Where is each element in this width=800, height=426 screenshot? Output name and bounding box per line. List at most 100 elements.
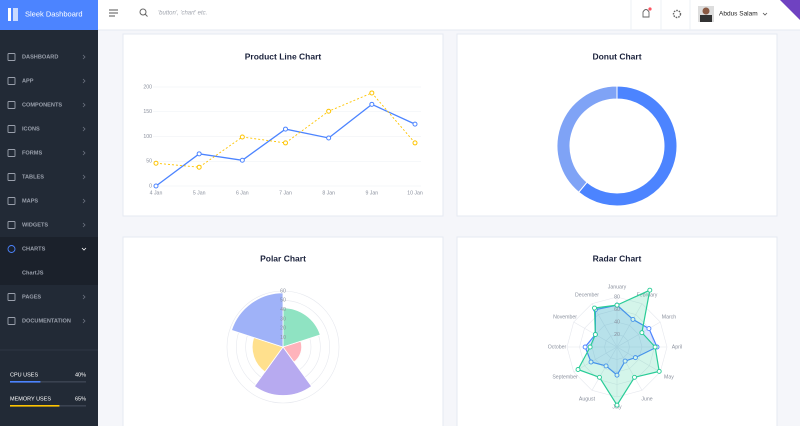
card xyxy=(456,33,778,217)
menu-chevron xyxy=(82,198,86,204)
r-tick-label: 80 xyxy=(614,294,620,300)
y-tick-label: 100 xyxy=(143,134,152,140)
chart-title: Radar Chart xyxy=(593,253,642,263)
polar-segment[interactable] xyxy=(253,346,313,396)
menu-item[interactable]: ICONS xyxy=(22,126,40,132)
menu-active-bg xyxy=(0,237,98,261)
x-tick-label: 8 Jan xyxy=(322,190,335,196)
menu-item[interactable]: PAGES xyxy=(22,294,41,300)
menu-chevron xyxy=(82,126,86,132)
spoke xyxy=(616,346,643,391)
usage-value: 65% xyxy=(75,396,86,402)
menu-item[interactable]: CHARTS xyxy=(22,246,46,252)
x-tick-label: 5 Jan xyxy=(193,190,206,196)
menu-item[interactable]: DOCUMENTATION xyxy=(22,318,71,324)
data-point xyxy=(239,134,245,140)
menu-chevron xyxy=(82,174,86,180)
search-icon[interactable] xyxy=(139,8,147,16)
menu-icon xyxy=(7,293,16,301)
menu-chevron xyxy=(82,150,86,156)
usage-label: MEMORY USES xyxy=(10,396,51,402)
usage-value: 40% xyxy=(75,372,86,378)
menu-icon xyxy=(7,53,16,61)
x-tick-label: 10 Jan xyxy=(407,190,423,196)
submenu-item[interactable]: ChartJS xyxy=(22,270,44,276)
data-point xyxy=(614,302,620,308)
menu-icon xyxy=(7,197,16,205)
menu-item[interactable]: APP xyxy=(22,78,34,84)
r-tick-label: 50 xyxy=(280,298,286,304)
category-label: May xyxy=(664,374,674,380)
r-tick-label: 40 xyxy=(280,307,286,313)
menu-chevron xyxy=(82,318,86,324)
chart-title: Product Line Chart xyxy=(245,51,322,61)
logo xyxy=(13,8,18,21)
menu-item[interactable]: TABLES xyxy=(22,174,44,180)
menu-icon xyxy=(7,173,16,181)
data-point xyxy=(632,355,638,361)
notification-badge xyxy=(648,7,652,11)
data-point xyxy=(614,372,620,378)
polar-segment[interactable] xyxy=(282,307,321,348)
x-tick-label: 7 Jan xyxy=(279,190,292,196)
x-tick-label: 6 Jan xyxy=(236,190,249,196)
category-label: August xyxy=(579,396,596,402)
y-tick-label: 150 xyxy=(143,109,152,115)
usage-bar xyxy=(10,381,41,383)
usage-track xyxy=(10,381,86,383)
menu-item[interactable]: DASHBOARD xyxy=(22,54,58,60)
data-point xyxy=(239,157,245,163)
data-point xyxy=(326,108,332,114)
menu-item[interactable]: WIDGETS xyxy=(22,222,48,228)
menu-icon xyxy=(7,149,16,157)
data-point xyxy=(369,90,375,96)
r-tick-label: 60 xyxy=(280,288,286,294)
settings-icon[interactable] xyxy=(672,9,682,19)
x-tick-label: 4 Jan xyxy=(150,190,163,196)
data-point xyxy=(326,135,332,141)
user-name[interactable]: Abdus Salam xyxy=(719,11,758,18)
data-point xyxy=(283,140,288,146)
data-point xyxy=(656,368,662,374)
data-point xyxy=(369,101,375,107)
menu-chevron xyxy=(82,222,86,228)
menu-chevron xyxy=(82,294,86,300)
menu-item[interactable]: COMPONENTS xyxy=(22,102,62,108)
avatar xyxy=(702,7,710,15)
polar-segment[interactable] xyxy=(251,336,284,373)
github-corner[interactable] xyxy=(780,0,800,20)
avatar xyxy=(700,15,712,22)
menu-chevron xyxy=(82,78,86,84)
chart-title: Donut Chart xyxy=(592,51,641,61)
spoke xyxy=(573,346,618,373)
spoke xyxy=(616,303,643,348)
polar-segment[interactable] xyxy=(231,292,284,348)
data-point xyxy=(630,316,636,322)
donut-segment[interactable] xyxy=(556,85,618,193)
data-point xyxy=(614,402,620,408)
notification-bell[interactable] xyxy=(642,9,650,18)
data-point xyxy=(153,183,159,189)
submenu-bg xyxy=(0,261,98,285)
sidebar xyxy=(0,0,98,426)
category-label: February xyxy=(637,292,658,298)
data-point xyxy=(575,367,581,372)
menu-toggle[interactable] xyxy=(109,9,118,17)
menu-icon xyxy=(7,221,16,229)
data-point xyxy=(153,160,159,166)
data-point xyxy=(283,126,288,132)
brand[interactable]: Sleek Dashboard xyxy=(25,9,83,18)
data-point xyxy=(412,121,418,127)
menu-item[interactable]: MAPS xyxy=(22,198,38,204)
category-label: December xyxy=(575,292,599,298)
menu-icon xyxy=(7,101,16,109)
data-point xyxy=(647,287,653,293)
menu-icon xyxy=(7,125,16,133)
search-input[interactable]: 'button', 'chart' etc. xyxy=(158,11,207,17)
data-point xyxy=(587,344,593,350)
category-label: June xyxy=(641,396,652,402)
menu-item[interactable]: FORMS xyxy=(22,150,42,156)
menu-chevron xyxy=(82,102,86,108)
user-caret[interactable] xyxy=(762,12,768,16)
data-point xyxy=(592,332,598,337)
